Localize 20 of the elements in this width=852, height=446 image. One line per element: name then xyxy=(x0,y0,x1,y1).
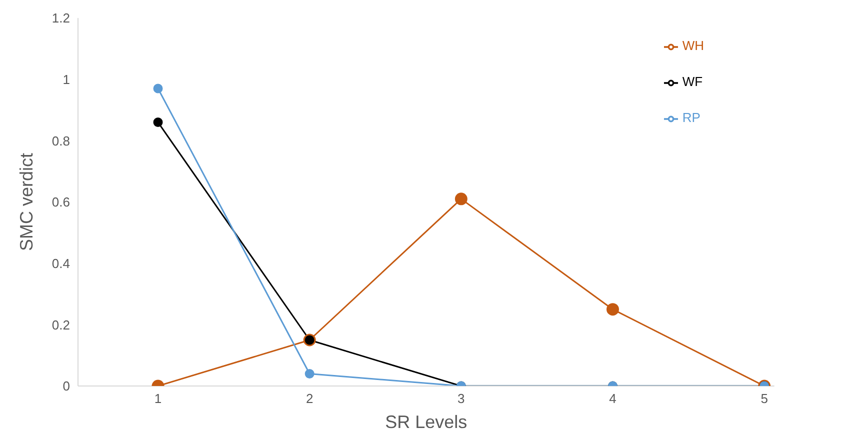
point xyxy=(153,84,163,94)
x-tick-label: 1 xyxy=(154,391,162,406)
x-tick-label: 5 xyxy=(760,391,768,406)
legend-label: WF xyxy=(682,74,703,89)
x-tick-label: 3 xyxy=(458,391,465,406)
y-tick-label: 0.4 xyxy=(52,256,70,271)
x-tick-label: 4 xyxy=(609,391,616,406)
y-tick-label: 0.8 xyxy=(52,133,70,148)
legend-label: RP xyxy=(682,110,700,125)
y-tick-label: 0.6 xyxy=(52,194,70,210)
x-axis-title: SR Levels xyxy=(385,412,468,432)
y-tick-label: 0.2 xyxy=(52,317,70,332)
legend-label: WH xyxy=(682,38,704,53)
point xyxy=(454,192,468,206)
point xyxy=(153,118,163,128)
y-axis-title: SMC verdict xyxy=(16,152,36,252)
y-tick-label: 1 xyxy=(62,72,70,87)
y-tick-label: 0 xyxy=(62,378,70,394)
x-tick-label: 2 xyxy=(306,391,314,406)
y-tick-label: 1.2 xyxy=(52,10,70,26)
